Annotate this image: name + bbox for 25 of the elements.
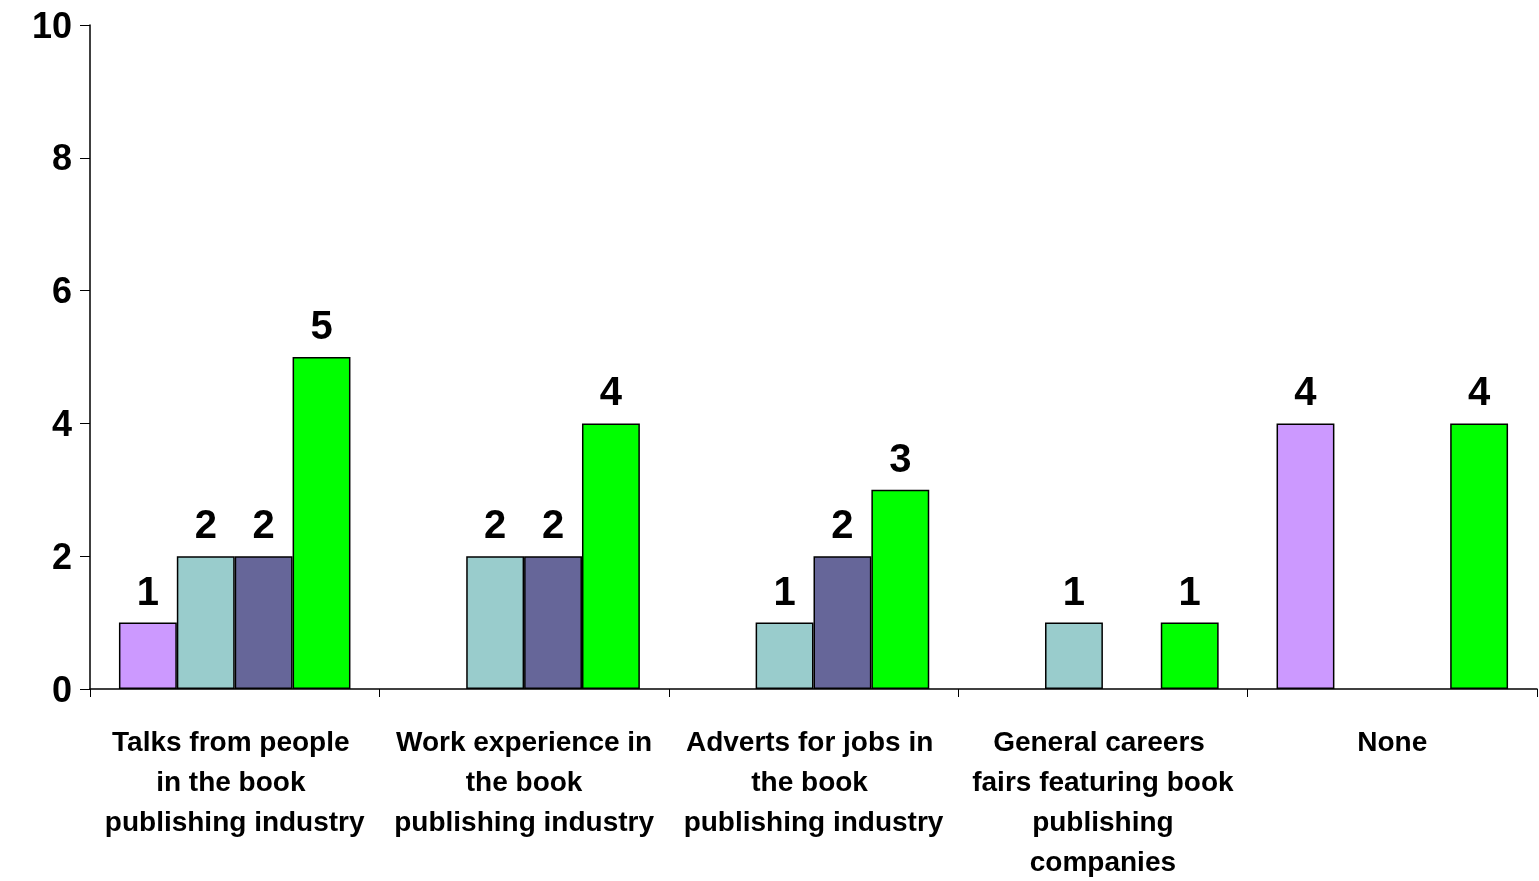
data-label: 2 bbox=[252, 502, 275, 547]
y-tick-label: 8 bbox=[51, 137, 72, 179]
y-tick-label: 0 bbox=[51, 668, 72, 710]
y-tick-label: 6 bbox=[51, 270, 72, 312]
data-label: 1 bbox=[1178, 568, 1201, 613]
x-tick-label: Talks from people in the book publishing industry bbox=[104, 725, 366, 837]
y-tick-label: 4 bbox=[51, 402, 72, 444]
data-label: 2 bbox=[484, 502, 507, 547]
data-label: 2 bbox=[541, 502, 565, 547]
x-tick-label: None bbox=[1357, 725, 1428, 757]
x-tick-label: General careers fairs featuring book publishing companies bbox=[972, 725, 1235, 877]
data-label: 5 bbox=[310, 303, 333, 347]
data-label: 3 bbox=[889, 435, 912, 480]
data-label: 4 bbox=[1294, 369, 1318, 414]
data-label: 2 bbox=[831, 502, 854, 547]
data-label: 1 bbox=[1062, 568, 1086, 613]
data-label: 2 bbox=[194, 502, 217, 547]
data-label: 4 bbox=[599, 369, 623, 414]
x-tick-label: Adverts for jobs in the book publishing industry bbox=[683, 725, 944, 837]
data-label: 4 bbox=[1467, 369, 1491, 414]
x-tick-label: Work experience in the book publishing industry bbox=[394, 725, 655, 837]
data-label: 1 bbox=[773, 568, 796, 613]
y-tick-label: 2 bbox=[51, 535, 72, 577]
y-tick-label: 10 bbox=[31, 4, 72, 46]
data-label: 1 bbox=[136, 568, 160, 613]
